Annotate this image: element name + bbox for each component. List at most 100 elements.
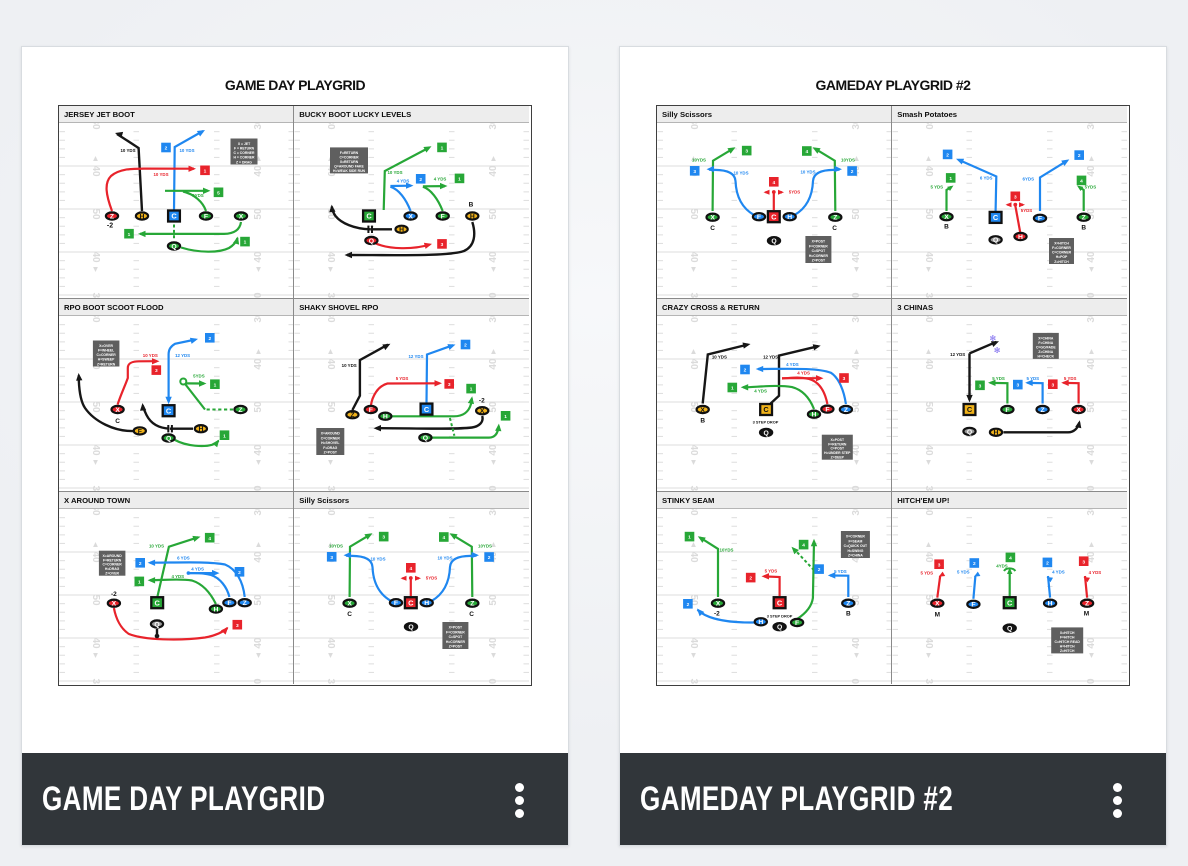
- svg-text:10 YDS: 10 YDS: [120, 148, 135, 153]
- svg-text:✻: ✻: [990, 334, 997, 343]
- svg-text:3: 3: [1052, 382, 1055, 388]
- svg-text:F=RETURN: F=RETURN: [340, 151, 359, 155]
- svg-text:1: 1: [441, 146, 444, 152]
- svg-text:40: 40: [851, 251, 862, 263]
- svg-text:10YDS: 10YDS: [692, 158, 706, 163]
- svg-text:H=DRAG: H=DRAG: [105, 567, 120, 571]
- svg-text:C=POST: C=POST: [830, 446, 845, 450]
- svg-text:30: 30: [488, 123, 499, 130]
- svg-text:-2: -2: [479, 397, 485, 404]
- svg-text:C: C: [408, 598, 414, 607]
- svg-text:2: 2: [818, 567, 821, 573]
- svg-text:30: 30: [325, 316, 336, 323]
- svg-text:50: 50: [90, 401, 101, 413]
- svg-text:2: 2: [165, 146, 168, 152]
- svg-text:H=CORNER: H=CORNER: [809, 254, 829, 258]
- svg-text:5 YDS: 5 YDS: [957, 569, 970, 574]
- svg-text:50: 50: [488, 208, 499, 220]
- svg-text:30: 30: [90, 123, 101, 130]
- svg-text:4 YDS: 4 YDS: [786, 362, 799, 367]
- svg-text:30: 30: [90, 292, 101, 298]
- svg-text:2: 2: [973, 561, 976, 567]
- svg-text:Q: Q: [771, 238, 776, 245]
- svg-text:3: 3: [843, 376, 846, 382]
- svg-text:40: 40: [488, 251, 499, 263]
- svg-text:C=CORNER: C=CORNER: [103, 562, 123, 566]
- svg-text:30: 30: [488, 678, 499, 685]
- svg-text:4: 4: [772, 180, 775, 186]
- svg-text:3: 3: [331, 554, 334, 560]
- svg-text:40: 40: [1086, 637, 1097, 649]
- svg-text:10 YDS: 10 YDS: [149, 543, 164, 548]
- svg-text:X=POST: X=POST: [812, 240, 826, 244]
- svg-text:40: 40: [325, 358, 336, 370]
- svg-text:50: 50: [488, 401, 499, 413]
- svg-text:4 YDS: 4 YDS: [1089, 570, 1102, 575]
- svg-text:30: 30: [688, 292, 699, 298]
- svg-text:40: 40: [1086, 165, 1097, 177]
- svg-text:H: H: [1018, 234, 1023, 241]
- svg-text:12 YDS: 12 YDS: [175, 353, 190, 358]
- svg-text:4 YDS: 4 YDS: [434, 177, 447, 182]
- svg-text:X=CORNER: X=CORNER: [846, 534, 865, 538]
- svg-text:6YDS: 6YDS: [1023, 177, 1035, 182]
- svg-text:30: 30: [1086, 316, 1097, 323]
- svg-text:30: 30: [253, 123, 264, 130]
- svg-text:40: 40: [488, 165, 499, 177]
- svg-text:Z = DRAG: Z = DRAG: [236, 160, 252, 164]
- svg-text:C: C: [710, 225, 715, 232]
- svg-text:Z=CHINA: Z=CHINA: [1039, 350, 1054, 354]
- svg-text:2: 2: [946, 153, 949, 159]
- svg-text:12 YDS: 12 YDS: [763, 354, 778, 359]
- svg-text:40: 40: [253, 165, 264, 177]
- svg-text:B: B: [469, 202, 474, 209]
- svg-text:F: F: [227, 600, 231, 607]
- svg-text:1: 1: [214, 382, 217, 388]
- svg-text:H=WEAK SIDE RUN: H=WEAK SIDE RUN: [333, 169, 365, 173]
- svg-text:5YDS: 5YDS: [426, 575, 438, 580]
- svg-text:✻: ✻: [994, 346, 1001, 355]
- svg-text:Q: Q: [967, 429, 972, 436]
- svg-text:1: 1: [244, 240, 247, 246]
- svg-text:Z=HITCH: Z=HITCH: [1060, 649, 1075, 653]
- svg-text:4 YDS: 4 YDS: [171, 574, 184, 579]
- svg-text:H: H: [399, 227, 404, 234]
- svg-text:Z: Z: [110, 213, 114, 220]
- svg-text:Z=POST: Z=POST: [812, 259, 826, 263]
- svg-text:5: 5: [217, 190, 220, 196]
- svg-text:30: 30: [1086, 509, 1097, 516]
- svg-text:40: 40: [923, 165, 934, 177]
- svg-text:30: 30: [488, 316, 499, 323]
- svg-text:-2: -2: [714, 610, 720, 617]
- svg-text:6 YDS: 6 YDS: [177, 555, 190, 560]
- svg-text:F: F: [825, 406, 829, 413]
- svg-text:C: C: [771, 212, 777, 221]
- svg-text:Q: Q: [423, 435, 428, 442]
- svg-text:40: 40: [688, 358, 699, 370]
- svg-text:40: 40: [253, 637, 264, 649]
- svg-text:Q: Q: [171, 243, 176, 250]
- svg-text:2: 2: [420, 177, 423, 183]
- svg-text:40: 40: [1086, 358, 1097, 370]
- svg-text:H=SHOVEL: H=SHOVEL: [321, 441, 339, 445]
- svg-text:C=SPOT: C=SPOT: [449, 635, 464, 639]
- svg-text:Q: Q: [369, 238, 374, 245]
- svg-text:Z: Z: [1041, 407, 1045, 414]
- svg-text:2: 2: [749, 575, 752, 581]
- svg-text:50: 50: [923, 401, 934, 413]
- svg-text:B: B: [1082, 225, 1087, 232]
- svg-text:30: 30: [90, 678, 101, 684]
- svg-text:5 YDS: 5 YDS: [396, 376, 409, 381]
- svg-text:50: 50: [851, 594, 862, 606]
- svg-text:C=CORNER: C=CORNER: [321, 436, 341, 440]
- svg-text:Z=POST: Z=POST: [449, 644, 463, 648]
- svg-text:X: X: [348, 600, 353, 607]
- svg-text:40: 40: [253, 444, 264, 456]
- svg-text:40: 40: [851, 358, 862, 370]
- svg-text:X: X: [1077, 407, 1082, 414]
- svg-text:X: X: [480, 408, 485, 415]
- svg-text:Z=RETURN: Z=RETURN: [97, 362, 116, 366]
- svg-text:Q: Q: [993, 237, 998, 244]
- svg-text:10YDS: 10YDS: [720, 547, 734, 552]
- svg-text:30: 30: [851, 485, 862, 492]
